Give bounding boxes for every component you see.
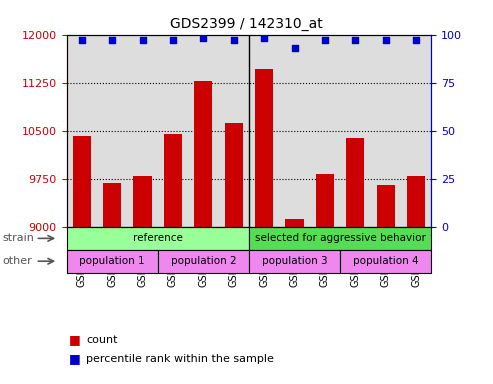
Bar — [134, 175, 152, 227]
Bar — [67, 250, 158, 273]
Point — [199, 35, 208, 41]
Bar — [249, 250, 340, 273]
Point — [169, 37, 177, 43]
Point — [412, 37, 420, 43]
Point — [260, 35, 268, 41]
Point — [230, 37, 238, 43]
Bar — [255, 69, 273, 227]
Bar — [377, 185, 395, 227]
Bar — [285, 219, 304, 227]
Bar — [158, 250, 249, 273]
Text: ■: ■ — [69, 353, 81, 366]
Point — [382, 37, 389, 43]
Text: count: count — [86, 335, 118, 345]
Bar — [249, 227, 431, 250]
Bar — [225, 123, 243, 227]
Text: percentile rank within the sample: percentile rank within the sample — [86, 354, 274, 364]
Bar — [316, 174, 334, 227]
Text: population 1: population 1 — [79, 256, 145, 266]
Point — [291, 45, 299, 51]
Bar — [103, 183, 121, 227]
Bar — [67, 227, 249, 250]
Bar — [340, 250, 431, 273]
Text: GDS2399 / 142310_at: GDS2399 / 142310_at — [170, 17, 323, 31]
Bar — [194, 81, 212, 227]
Text: population 4: population 4 — [353, 256, 419, 266]
Bar — [346, 139, 364, 227]
Text: other: other — [2, 256, 32, 266]
Point — [108, 37, 116, 43]
Text: strain: strain — [2, 233, 35, 243]
Point — [321, 37, 329, 43]
Bar — [72, 136, 91, 227]
Point — [78, 37, 86, 43]
Text: reference: reference — [133, 233, 183, 243]
Text: population 3: population 3 — [262, 256, 327, 266]
Text: ■: ■ — [69, 333, 81, 346]
Text: population 2: population 2 — [171, 256, 236, 266]
Bar — [164, 134, 182, 227]
Bar — [407, 176, 425, 227]
Text: selected for aggressive behavior: selected for aggressive behavior — [255, 233, 425, 243]
Point — [139, 37, 146, 43]
Point — [352, 37, 359, 43]
